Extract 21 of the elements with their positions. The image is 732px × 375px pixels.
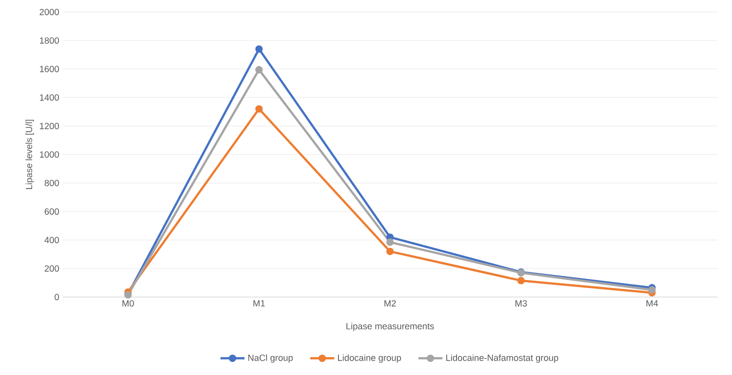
x-tick-label: M2 (384, 300, 396, 306)
y-axis-title: Lipase levels [U/l] (26, 120, 34, 190)
y-tick-label: 200 (44, 265, 59, 272)
y-tick-label: 2000 (40, 8, 59, 16)
x-tick-label: M4 (646, 300, 658, 306)
legend-label: Lidocaine group (338, 354, 401, 363)
y-tick-label: 400 (44, 236, 59, 244)
y-tick-label: 600 (44, 208, 59, 215)
legend-label: NaCl group (248, 354, 293, 363)
legend-label: Lidocaine-Nafamostat group (446, 354, 558, 363)
y-tick-label: 1200 (40, 122, 59, 130)
y-tick-label: 0 (54, 294, 59, 300)
x-tick-label: M1 (253, 300, 265, 306)
y-tick-label: 1800 (40, 37, 59, 44)
x-axis-title: Lipase measurements (346, 322, 434, 332)
x-tick-label: M3 (515, 300, 527, 307)
y-tick-label: 1600 (40, 66, 59, 72)
y-tick-label: 800 (44, 180, 59, 186)
y-tick-label: 1400 (40, 94, 59, 101)
x-tick-label: M0 (122, 300, 134, 307)
y-tick-label: 1000 (40, 151, 59, 158)
